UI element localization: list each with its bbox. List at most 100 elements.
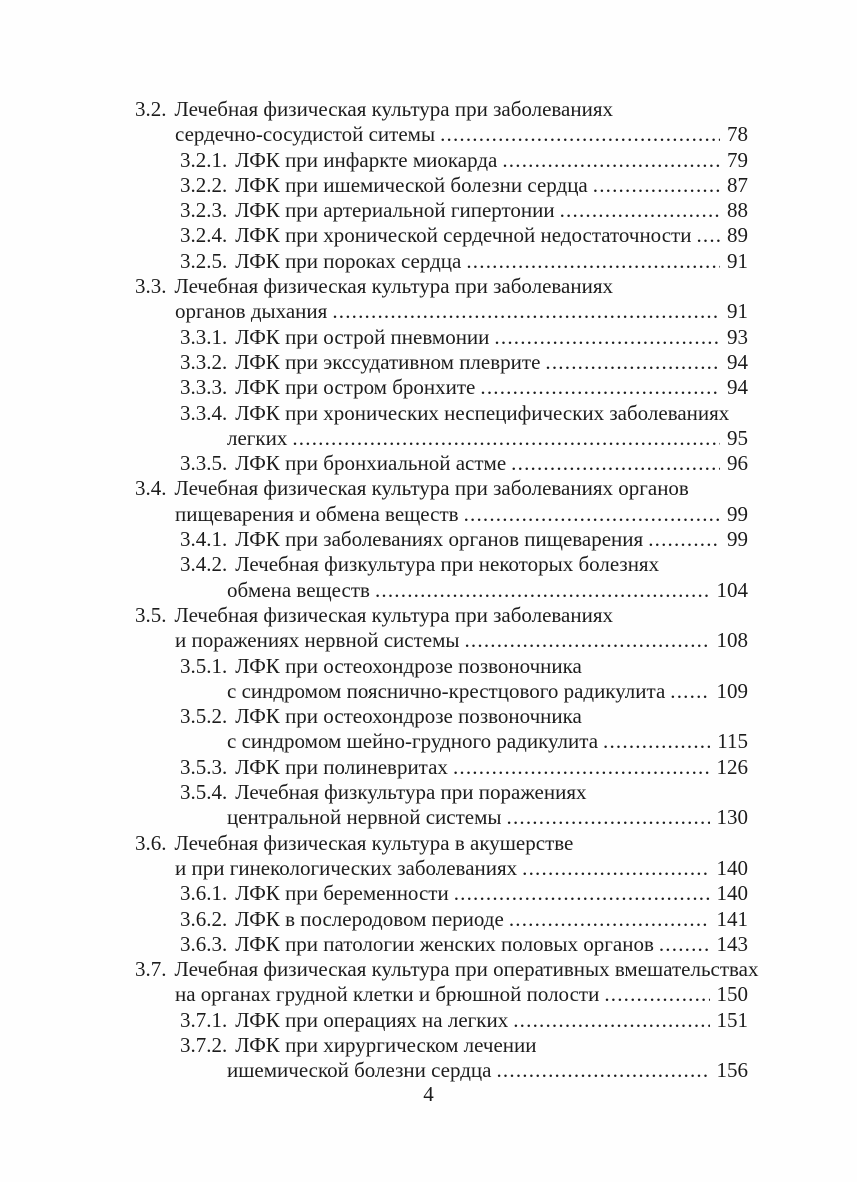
toc-entry-title: Лечебная физкультура при некоторых болез…: [235, 552, 660, 577]
toc-entry-title: ЛФК при остеохондрозе позвоночника: [235, 704, 582, 729]
dot-leader: [464, 502, 720, 527]
dot-leader: [648, 527, 720, 552]
toc-line: 3.7.1. ЛФК при операциях на легких 151: [135, 1008, 748, 1033]
toc-line: 3.5.4. Лечебная физкультура при поражения…: [135, 780, 748, 805]
toc-entry-title: ЛФК при бронхиальной астме: [235, 451, 507, 476]
toc-entry-number: 3.6.: [135, 830, 167, 855]
toc-entry-number: 3.5.3.: [180, 754, 228, 779]
dot-leader: [453, 755, 710, 780]
toc-entry-title: сердечно-сосудистой ситемы: [175, 122, 436, 147]
toc-line: и поражениях нервной системы 108: [135, 628, 748, 653]
toc-entry-title: ЛФК при полиневритах: [235, 754, 448, 779]
toc-line: 3.2.4. ЛФК при хронической сердечной недо…: [135, 223, 748, 248]
toc-entry-title: ЛФК при артериальной гипертонии: [235, 198, 555, 223]
toc-entry-number: 3.3.2.: [180, 349, 228, 374]
dot-leader: [604, 982, 709, 1007]
dot-leader: [522, 856, 709, 881]
toc-line: 3.5.2. ЛФК при остеохондрозе позвоночника: [135, 704, 748, 729]
dot-leader: [696, 223, 720, 248]
toc-entry-page: 115: [717, 729, 748, 754]
toc-line: 3.6.3. ЛФК при патологии женских половых …: [135, 932, 748, 957]
toc-entry-page: 150: [716, 982, 749, 1007]
toc-line: 3.6.1. ЛФК при беременности 140: [135, 881, 748, 906]
toc-entry-title: Лечебная физическая культура в акушерств…: [174, 830, 574, 855]
toc-line: с синдромом шейно-грудного радикулита 115: [135, 729, 748, 754]
toc-entry-title: легких: [227, 425, 288, 450]
toc-entry-page: 99: [727, 501, 748, 526]
toc-entry-title: центральной нервной системы: [227, 805, 502, 830]
toc-entry-page: 143: [716, 931, 749, 956]
toc-line: 3.2. Лечебная физическая культура при заб…: [135, 97, 748, 122]
toc-line: 3.3.4. ЛФК при хронических неспецифически…: [135, 401, 748, 426]
toc-entry-page: 99: [727, 527, 748, 552]
toc-line: 3.2.1. ЛФК при инфаркте миокарда 79: [135, 148, 748, 173]
toc-entry-number: 3.5.4.: [180, 780, 228, 805]
toc-entry-title: ЛФК при хронической сердечной недостаточ…: [235, 223, 692, 248]
dot-leader: [464, 628, 709, 653]
toc-entry-number: 3.7.1.: [180, 1007, 228, 1032]
dot-leader: [466, 249, 720, 274]
toc-entry-title: ЛФК при хирургическом лечении: [235, 1032, 537, 1057]
toc-entry-page: 94: [727, 375, 748, 400]
toc-line: 3.5. Лечебная физическая культура при заб…: [135, 603, 748, 628]
toc-entry-title: ЛФК при операциях на легких: [235, 1007, 509, 1032]
dot-leader: [513, 1008, 709, 1033]
toc-entry-page: 108: [716, 628, 749, 653]
dot-leader: [454, 881, 710, 906]
toc-entry-page: 156: [716, 1058, 749, 1083]
toc-line: 3.3.2. ЛФК при экссудативном плеврите 94: [135, 350, 748, 375]
toc-entry-number: 3.2.1.: [180, 147, 228, 172]
toc-entry-title: Лечебная физическая культура при заболев…: [174, 476, 689, 501]
dot-leader: [593, 173, 720, 198]
toc-entry-title: ЛФК при беременности: [235, 881, 449, 906]
toc-entry-page: 89: [727, 223, 748, 248]
dot-leader: [659, 932, 710, 957]
toc-entry-page: 78: [727, 122, 748, 147]
dot-leader: [502, 148, 720, 173]
toc-line: 3.4.2. Лечебная физкультура при некоторых…: [135, 552, 748, 577]
toc-entry-title: ЛФК при инфаркте миокарда: [235, 147, 498, 172]
toc-entry-page: 93: [727, 324, 748, 349]
toc-line: 3.2.5. ЛФК при пороках сердца 91: [135, 249, 748, 274]
toc-entry-title: обмена веществ: [227, 577, 370, 602]
toc-entry-page: 126: [716, 754, 749, 779]
toc-line: с синдромом пояснично-крестцового радику…: [135, 679, 748, 704]
toc-line: 3.4.1. ЛФК при заболеваниях органов пищев…: [135, 527, 748, 552]
toc-entry-title: ЛФК при ишемической болезни сердца: [235, 172, 588, 197]
toc-entry-number: 3.5.2.: [180, 704, 228, 729]
toc-entry-title: ишемической болезни сердца: [227, 1058, 492, 1083]
toc-line: 3.7.2. ЛФК при хирургическом лечении: [135, 1033, 748, 1058]
toc-line: органов дыхания 91: [135, 299, 748, 324]
toc-entry-page: 94: [727, 349, 748, 374]
toc-entry-page: 91: [727, 299, 748, 324]
toc-line: легких 95: [135, 426, 748, 451]
toc-entry-number: 3.2.3.: [180, 198, 228, 223]
toc-entry-title: и при гинекологических заболеваниях: [175, 855, 518, 880]
toc-entry-title: ЛФК при остеохондрозе позвоночника: [235, 653, 582, 678]
dot-leader: [560, 198, 720, 223]
toc-entry-page: 130: [716, 805, 749, 830]
toc-entry-title: с синдромом пояснично-крестцового радику…: [227, 678, 666, 703]
toc-line: 3.3. Лечебная физическая культура при заб…: [135, 274, 748, 299]
toc-entry-page: 88: [727, 198, 748, 223]
toc-line: 3.6.2. ЛФК в послеродовом периоде 141: [135, 907, 748, 932]
toc-entry-page: 151: [716, 1007, 749, 1032]
toc-entry-number: 3.2.2.: [180, 172, 228, 197]
toc-entry-title: органов дыхания: [175, 299, 328, 324]
toc-entry-page: 91: [727, 248, 748, 273]
toc-entry-page: 141: [716, 906, 749, 931]
dot-leader: [332, 299, 720, 324]
toc-entry-number: 3.3.4.: [180, 400, 228, 425]
dot-leader: [545, 350, 720, 375]
toc-entry-title: с синдромом шейно-грудного радикулита: [227, 729, 599, 754]
toc-line: пищеварения и обмена веществ 99: [135, 502, 748, 527]
page-number: 4: [423, 1082, 434, 1106]
dot-leader: [507, 805, 710, 830]
toc-entry-number: 3.7.: [135, 957, 167, 982]
toc-entry-title: ЛФК в послеродовом периоде: [235, 906, 504, 931]
toc-entry-page: 87: [727, 172, 748, 197]
toc-entry-title: ЛФК при экссудативном плеврите: [235, 349, 541, 374]
toc-entry-number: 3.5.1.: [180, 653, 228, 678]
toc-line: 3.5.3. ЛФК при полиневритах 126: [135, 755, 748, 780]
